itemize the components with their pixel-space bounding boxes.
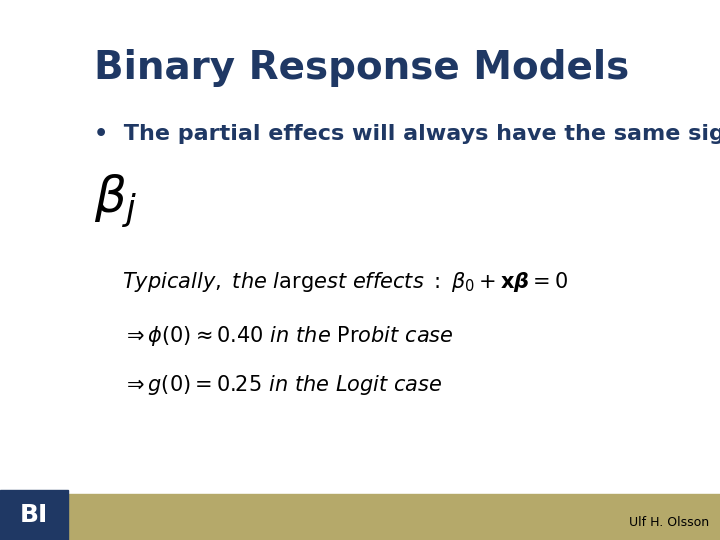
Bar bbox=[0, 490, 68, 540]
Text: Binary Response Models: Binary Response Models bbox=[94, 49, 629, 86]
Text: BI: BI bbox=[20, 503, 48, 528]
Text: •  The partial effecs will always have the same sign as: • The partial effecs will always have th… bbox=[94, 124, 720, 144]
Text: $\Rightarrow \phi(0) \approx 0.40\ \mathit{in\ the}\ \mathrm{Pr}\mathit{obit\ ca: $\Rightarrow \phi(0) \approx 0.40\ \math… bbox=[122, 324, 454, 348]
Bar bbox=[0, 494, 720, 540]
Text: $\mathit{Typically,\ the\ l}\mathrm{arg}\mathit{est\ effects}\ :\ \beta_0 + \mat: $\mathit{Typically,\ the\ l}\mathrm{arg}… bbox=[122, 270, 569, 294]
Text: Ulf H. Olsson: Ulf H. Olsson bbox=[629, 516, 709, 529]
Text: $\Rightarrow g(0) = 0.25\ \mathit{in\ the\ Logit\ case}$: $\Rightarrow g(0) = 0.25\ \mathit{in\ th… bbox=[122, 373, 443, 396]
Text: $\beta_j$: $\beta_j$ bbox=[94, 173, 138, 230]
